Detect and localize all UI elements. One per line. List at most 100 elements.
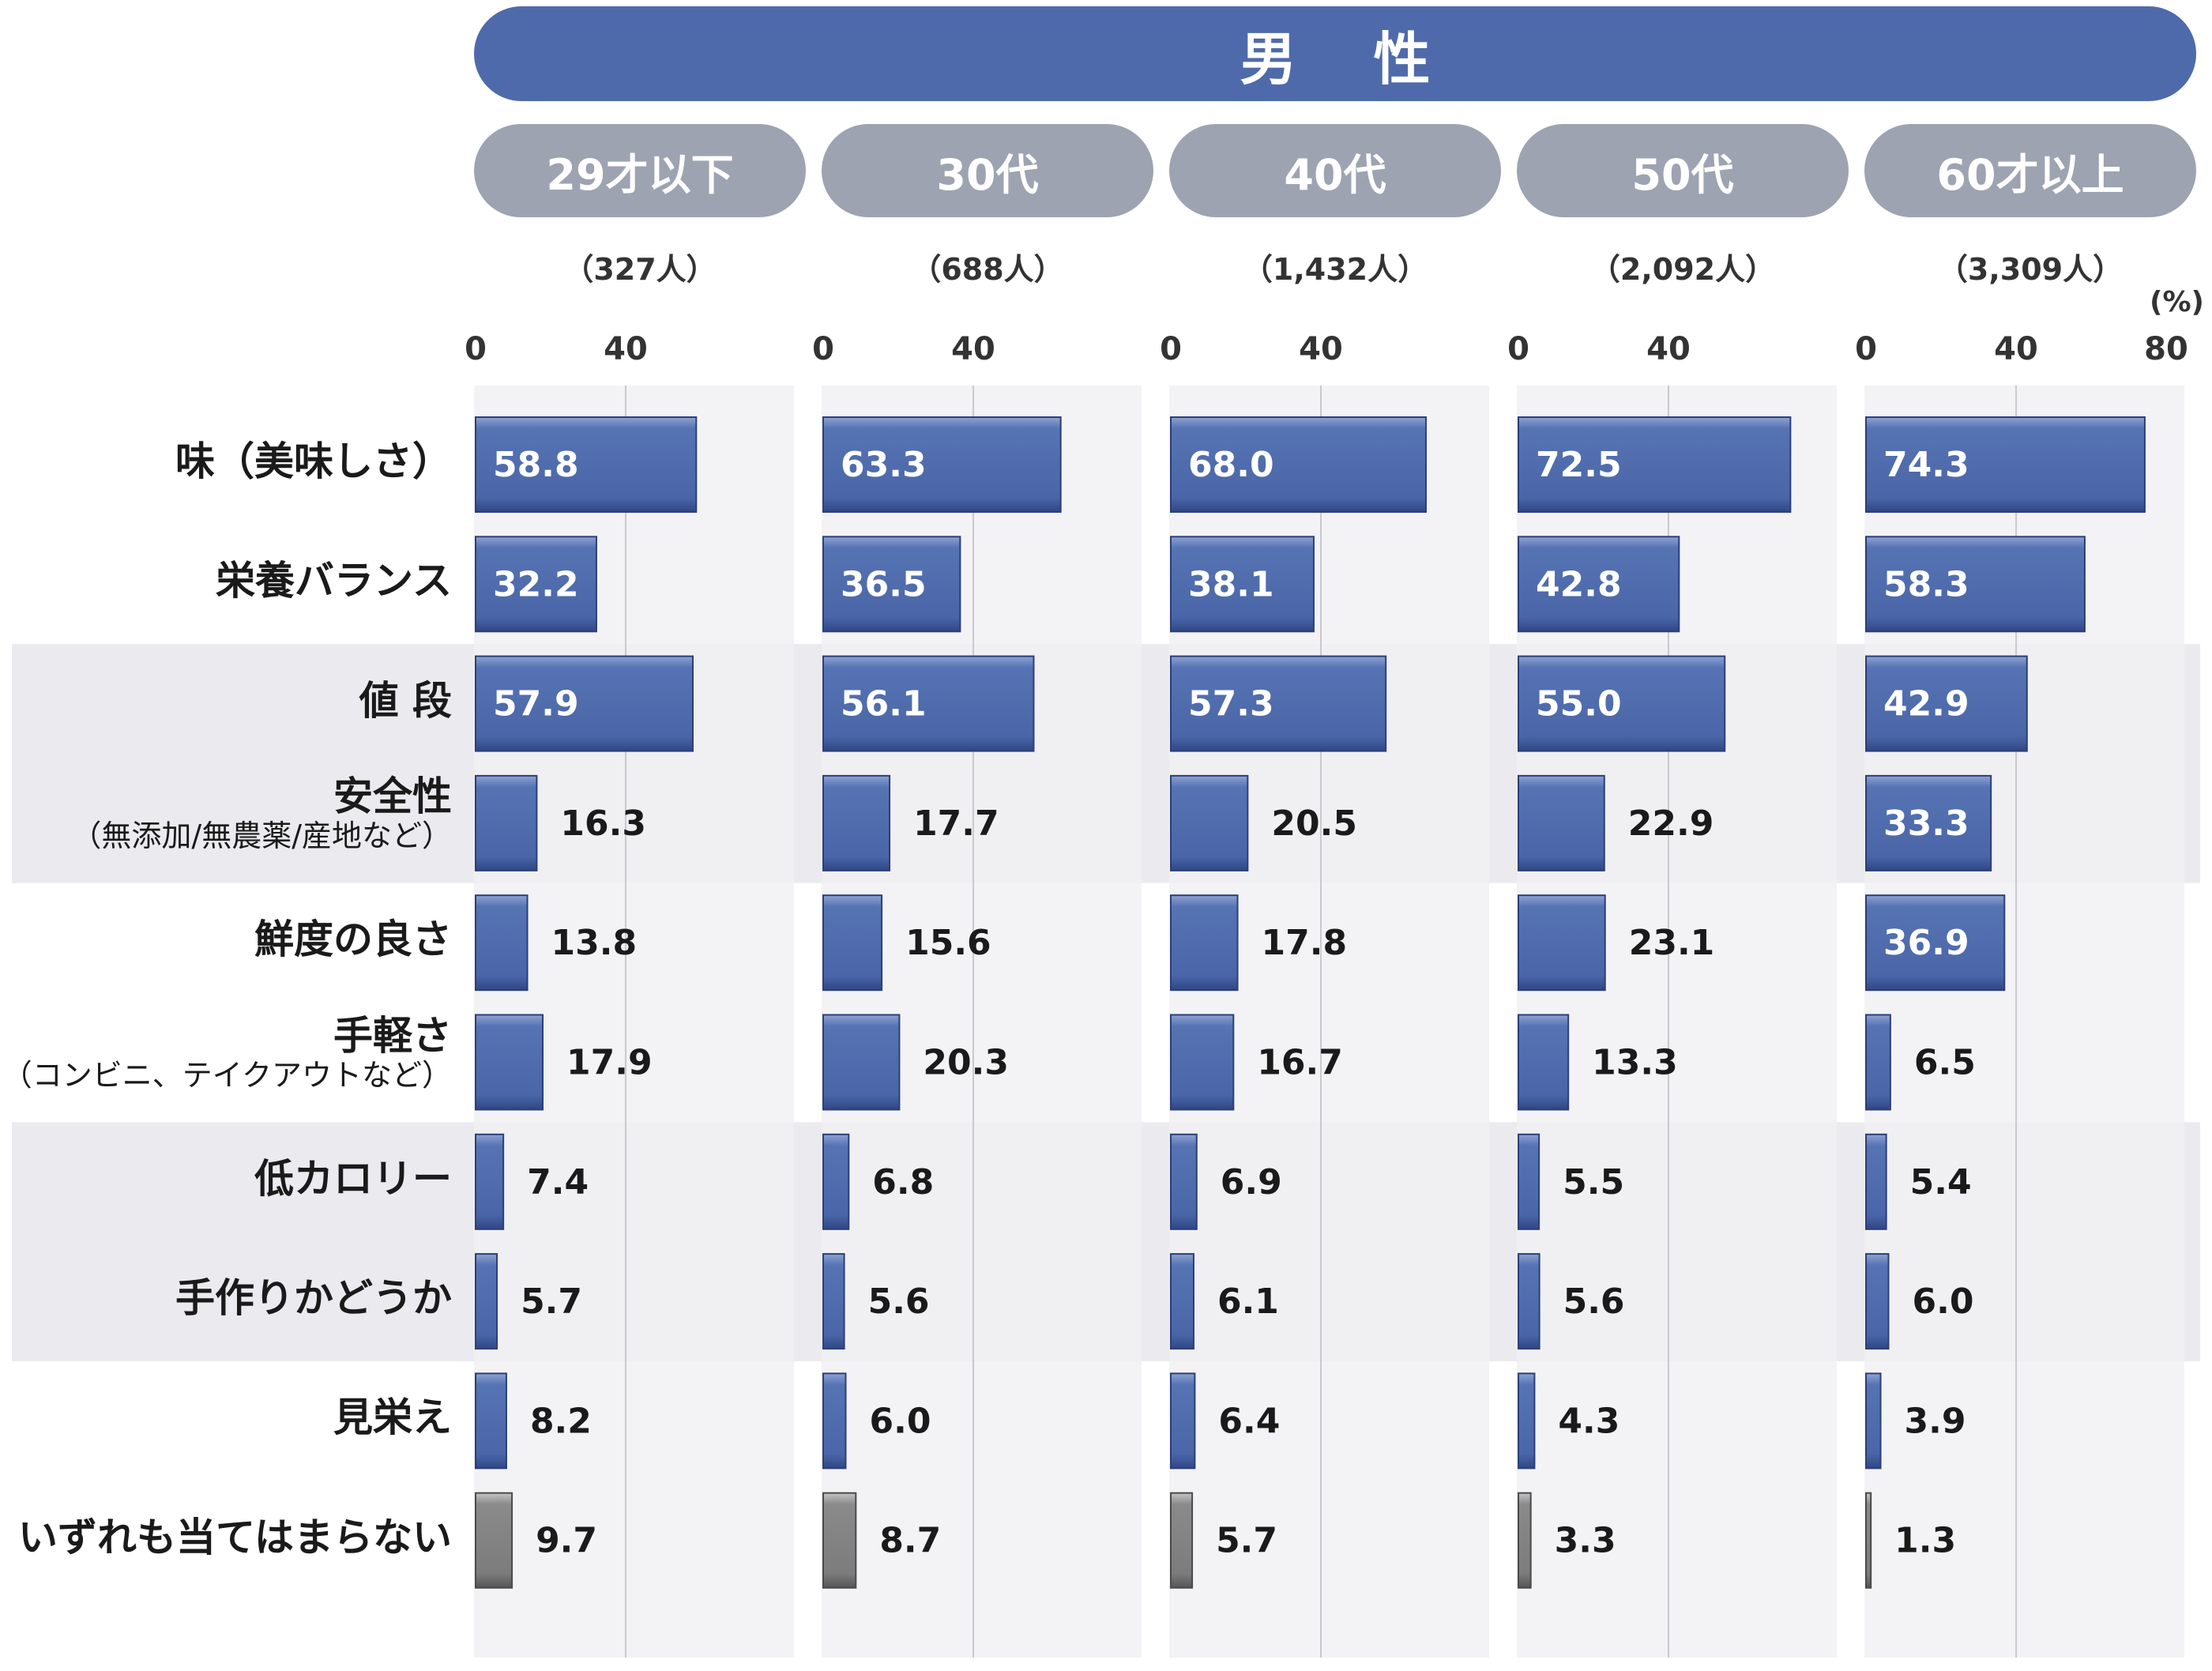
bar [475, 655, 694, 752]
category-label-text: 栄養バランス [216, 558, 452, 604]
bar [822, 1492, 857, 1589]
data-label: 6.4 [1218, 1401, 1280, 1441]
bar [822, 894, 883, 992]
group-header-2: 30代 [822, 124, 1153, 217]
category-label: 手軽さ （コンビニ、テイクアウトなど） [0, 1013, 452, 1093]
tick-label: 40 [1994, 331, 2038, 367]
bar [822, 536, 961, 633]
category-label-text: 手作りかどうか [175, 1275, 452, 1322]
tick-label: 0 [1507, 331, 1529, 367]
data-label: 6.0 [870, 1401, 931, 1441]
bar [822, 1014, 901, 1111]
group-count-5: （3,309人） [1937, 252, 2124, 287]
bar [1170, 1253, 1194, 1350]
bar [822, 1133, 850, 1230]
category-label: 見栄え [0, 1395, 452, 1441]
category-label: 鮮度の良さ [0, 916, 452, 963]
tick-label: 0 [465, 331, 487, 367]
bar [822, 774, 891, 871]
tick-label: 40 [604, 331, 648, 367]
bar [1170, 655, 1387, 752]
data-label: 57.3 [1188, 684, 1274, 724]
data-label: 13.3 [1592, 1043, 1678, 1083]
bar [1170, 1372, 1196, 1470]
category-label-text: 見栄え [333, 1394, 452, 1441]
bar [1865, 774, 1992, 871]
bar [475, 1014, 544, 1111]
tick-label: 80 [2144, 331, 2188, 367]
data-label: 36.5 [841, 564, 927, 604]
category-label: 低カロリー [0, 1156, 452, 1202]
chart-title: 男 性 [1240, 25, 1459, 92]
bar [1170, 1133, 1198, 1230]
data-label: 5.7 [521, 1281, 582, 1322]
bar [475, 774, 538, 871]
category-sublabel: （無添加/無農薬/産地など） [71, 819, 452, 854]
data-label: 74.3 [1883, 445, 1969, 485]
bar [1865, 1014, 1891, 1111]
category-sublabel: （コンビニ、テイクアウトなど） [2, 1058, 452, 1093]
data-label: 17.7 [913, 804, 999, 844]
data-label: 56.1 [841, 684, 927, 724]
tick-label: 40 [951, 331, 995, 367]
data-label: 5.5 [1563, 1162, 1624, 1202]
bar [1865, 1133, 1887, 1230]
category-label-text: 鮮度の良さ [254, 916, 452, 963]
data-label: 5.6 [868, 1281, 930, 1322]
bar [1170, 416, 1427, 513]
data-label: 5.6 [1563, 1281, 1625, 1322]
bar [475, 1372, 507, 1470]
data-label: 36.9 [1883, 923, 1969, 963]
data-label: 17.8 [1262, 923, 1348, 963]
bar [475, 1492, 514, 1589]
bar [1170, 536, 1315, 633]
data-label: 72.5 [1536, 445, 1622, 485]
bar [1518, 1014, 1570, 1111]
group-count-3: （1,432人） [1242, 252, 1428, 287]
data-label: 9.7 [536, 1521, 597, 1561]
data-label: 5.7 [1216, 1521, 1277, 1561]
category-label-text: 安全性 [333, 773, 452, 819]
data-label: 6.9 [1221, 1162, 1282, 1202]
tick-label: 0 [1855, 331, 1877, 367]
category-label: 栄養バランス [0, 559, 452, 604]
data-label: 6.1 [1217, 1281, 1279, 1322]
bar [1170, 894, 1239, 992]
bar [1518, 655, 1726, 752]
data-label: 8.7 [879, 1521, 941, 1561]
bar [1865, 536, 2086, 633]
group-header-4: 50代 [1517, 124, 1849, 217]
data-label: 3.3 [1555, 1521, 1616, 1561]
bar [1518, 1372, 1536, 1470]
data-label: 3.9 [1905, 1401, 1966, 1441]
bar [1518, 536, 1680, 633]
data-label: 6.0 [1913, 1281, 1974, 1322]
bar [822, 1253, 845, 1350]
bar [475, 536, 597, 633]
bar [1170, 1492, 1194, 1589]
tick-label: 40 [1646, 331, 1691, 367]
group-count-2: （688人） [911, 252, 1064, 287]
bar [1865, 1372, 1882, 1470]
category-label-text: 値 段 [359, 677, 452, 724]
bar [1518, 1133, 1540, 1230]
category-label: 味（美味しさ） [0, 438, 452, 485]
group-header-1: 29才以下 [474, 124, 806, 217]
bar [1865, 1253, 1890, 1350]
data-label: 38.1 [1188, 564, 1274, 604]
data-label: 13.8 [551, 923, 638, 963]
data-label: 15.6 [905, 923, 991, 963]
bar [1865, 1492, 1872, 1589]
data-label: 17.9 [566, 1043, 653, 1083]
data-label: 57.9 [493, 684, 579, 724]
data-label: 55.0 [1536, 684, 1622, 724]
data-label: 23.1 [1629, 923, 1715, 963]
data-label: 63.3 [841, 445, 927, 485]
group-header-5: 60才以上 [1864, 124, 2196, 217]
bar [822, 655, 1035, 752]
bar [1170, 1014, 1235, 1111]
bar [1865, 655, 2028, 752]
bar [475, 416, 698, 513]
data-label: 16.3 [560, 804, 646, 844]
